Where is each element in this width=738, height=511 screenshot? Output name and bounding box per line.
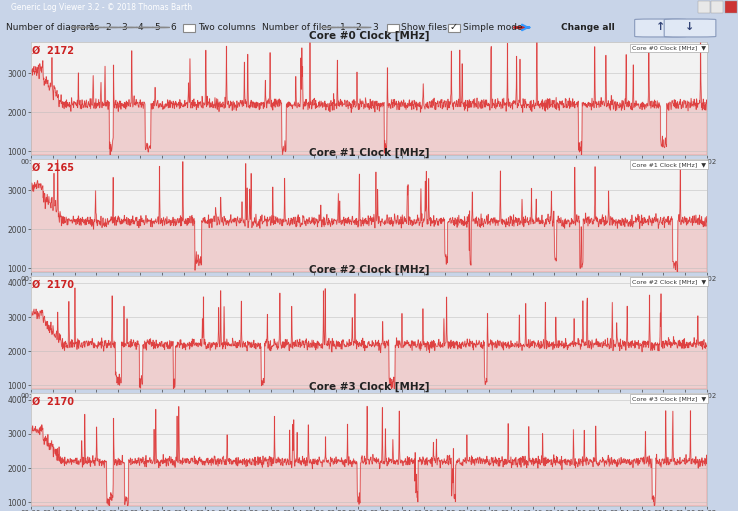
FancyBboxPatch shape bbox=[635, 19, 686, 37]
Text: Generic Log Viewer 3.2 - © 2018 Thomas Barth: Generic Log Viewer 3.2 - © 2018 Thomas B… bbox=[11, 3, 192, 12]
FancyBboxPatch shape bbox=[664, 19, 716, 37]
Text: ↑: ↑ bbox=[656, 22, 665, 32]
Circle shape bbox=[136, 27, 154, 28]
Text: Show files: Show files bbox=[401, 23, 447, 32]
Circle shape bbox=[71, 27, 89, 28]
Text: Core #3 Clock [MHz]  ▼: Core #3 Clock [MHz] ▼ bbox=[632, 397, 706, 401]
Text: 3: 3 bbox=[372, 23, 378, 32]
Text: ✓: ✓ bbox=[449, 22, 458, 32]
Circle shape bbox=[120, 27, 137, 28]
Text: Core #1 Clock [MHz]  ▼: Core #1 Clock [MHz] ▼ bbox=[632, 162, 706, 168]
Text: ↓: ↓ bbox=[686, 22, 694, 32]
Title: Core #1 Clock [MHz]: Core #1 Clock [MHz] bbox=[308, 148, 430, 158]
Text: Core #2 Clock [MHz]  ▼: Core #2 Clock [MHz] ▼ bbox=[632, 280, 706, 284]
Text: 2: 2 bbox=[106, 23, 111, 32]
Circle shape bbox=[337, 27, 355, 28]
Bar bbox=[711, 2, 723, 13]
Bar bbox=[387, 24, 399, 32]
Bar bbox=[448, 24, 460, 32]
Circle shape bbox=[152, 27, 170, 28]
Text: Ø  2165: Ø 2165 bbox=[32, 162, 75, 172]
Text: Core #0 Clock [MHz]  ▼: Core #0 Clock [MHz] ▼ bbox=[632, 45, 706, 51]
Circle shape bbox=[87, 27, 105, 28]
Text: Ø  2170: Ø 2170 bbox=[32, 397, 75, 406]
Text: Ø  2170: Ø 2170 bbox=[32, 280, 75, 289]
Text: 6: 6 bbox=[170, 23, 176, 32]
Title: Core #3 Clock [MHz]: Core #3 Clock [MHz] bbox=[308, 382, 430, 392]
Text: Number of files: Number of files bbox=[262, 23, 331, 32]
Text: 1: 1 bbox=[339, 23, 345, 32]
Circle shape bbox=[354, 27, 371, 28]
Text: 1: 1 bbox=[89, 23, 95, 32]
Text: Change all: Change all bbox=[561, 23, 615, 32]
Bar bbox=[698, 2, 710, 13]
Text: Two columns: Two columns bbox=[198, 23, 255, 32]
Text: 2: 2 bbox=[356, 23, 362, 32]
Text: Simple mode: Simple mode bbox=[463, 23, 523, 32]
Bar bbox=[183, 24, 195, 32]
Text: 4: 4 bbox=[138, 23, 144, 32]
Text: Ø  2172: Ø 2172 bbox=[32, 45, 75, 55]
Bar bbox=[725, 2, 737, 13]
Text: 3: 3 bbox=[122, 23, 128, 32]
Circle shape bbox=[321, 27, 339, 28]
Title: Core #0 Clock [MHz]: Core #0 Clock [MHz] bbox=[308, 31, 430, 41]
Text: Number of diagrams: Number of diagrams bbox=[6, 23, 99, 32]
Circle shape bbox=[103, 27, 121, 28]
Text: 5: 5 bbox=[154, 23, 160, 32]
Title: Core #2 Clock [MHz]: Core #2 Clock [MHz] bbox=[308, 265, 430, 275]
